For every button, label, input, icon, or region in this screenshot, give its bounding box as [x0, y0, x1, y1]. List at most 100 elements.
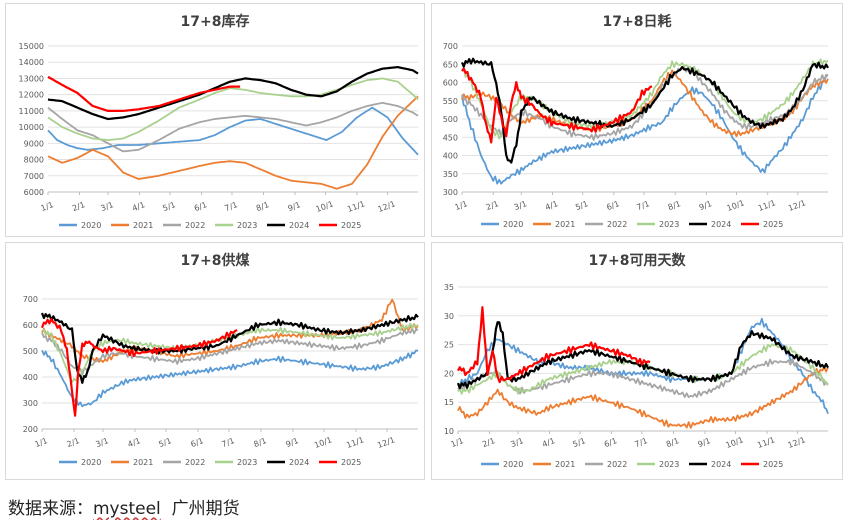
legend-label-2022: 2022: [185, 458, 205, 467]
legend-label-2020: 2020: [81, 458, 101, 467]
x-tick-label: 5/1: [158, 436, 173, 449]
legend-label-2022: 2022: [185, 221, 205, 230]
series-line-2022: [41, 327, 419, 376]
daily-consumption-chart: 17+8日耗 300 350 400 450 500 550 600 650 700 1/1 2/1 3…: [431, 3, 843, 237]
x-tick-label: 11/1: [345, 435, 365, 450]
x-tick-label: 10/1: [313, 435, 333, 450]
series-line-2024: [40, 312, 419, 384]
legend-label-2020: 2020: [503, 220, 523, 229]
x-tick-label: 3/1: [100, 200, 115, 213]
legend-label-2023: 2023: [237, 221, 257, 230]
x-tick-label: 2/1: [66, 436, 81, 449]
x-tick-label: 6/1: [603, 436, 618, 449]
chart-title: 17+8日耗: [603, 13, 672, 30]
y-tick-label: 300: [443, 188, 458, 197]
y-tick-label: 600: [443, 79, 458, 88]
y-tick-label: 700: [23, 295, 38, 304]
x-tick-label: 7/1: [634, 436, 649, 449]
series-line-2025: [40, 317, 238, 417]
legend-label-2021: 2021: [555, 220, 575, 229]
series-line-2020: [47, 106, 419, 156]
series-line-2025: [461, 67, 653, 144]
legend-label-2024: 2024: [711, 460, 731, 469]
legend-label-2025: 2025: [763, 220, 783, 229]
x-tick-label: 1/1: [450, 436, 465, 449]
x-tick-label: 3/1: [510, 436, 525, 449]
y-tick-label: 350: [443, 170, 458, 179]
x-tick-label: 2/1: [71, 200, 86, 213]
x-tick-label: 10/1: [725, 435, 745, 450]
y-tick-label: 14000: [19, 58, 44, 67]
x-tick-label: 8/1: [667, 199, 682, 212]
x-tick-label: 1/1: [34, 436, 49, 449]
x-tick-label: 4/1: [127, 436, 142, 449]
x-tick-label: 4/1: [131, 200, 146, 213]
x-tick-label: 12/1: [787, 435, 807, 450]
source-label: 数据来源：: [8, 499, 93, 519]
x-tick-label: 2/1: [485, 199, 500, 212]
y-tick-label: 400: [443, 152, 458, 161]
y-tick-label: 15: [444, 398, 454, 407]
x-tick-label: 1/1: [40, 200, 55, 213]
x-tick-label: 6/1: [605, 199, 620, 212]
legend-label-2021: 2021: [133, 221, 153, 230]
coal-supply-chart: 17+8供煤 200 300 400 500 600 700 1/1 2/1 3/1 4/1 5/1 6…: [5, 242, 425, 480]
series-line-2024: [47, 65, 419, 121]
series-line-2020: [41, 349, 419, 408]
legend-label-2024: 2024: [289, 458, 309, 467]
y-tick-label: 9000: [24, 139, 44, 148]
legend-label-2023: 2023: [659, 220, 679, 229]
x-tick-label: 7/1: [221, 436, 236, 449]
legend-label-2020: 2020: [503, 460, 523, 469]
x-tick-label: 6/1: [193, 200, 208, 213]
y-tick-label: 650: [443, 60, 458, 69]
x-tick-label: 2/1: [481, 436, 496, 449]
x-tick-label: 5/1: [572, 436, 587, 449]
y-tick-label: 600: [23, 321, 38, 330]
x-tick-label: 12/1: [787, 198, 807, 213]
y-tick-label: 6000: [24, 188, 44, 197]
x-tick-label: 5/1: [574, 199, 589, 212]
legend-label-2021: 2021: [555, 460, 575, 469]
y-tick-label: 700: [443, 42, 458, 51]
y-tick-label: 10: [444, 427, 454, 436]
y-tick-label: 30: [444, 312, 454, 321]
x-tick-label: 9/1: [287, 200, 302, 213]
x-tick-label: 9/1: [698, 199, 713, 212]
x-tick-label: 3/1: [513, 199, 528, 212]
coal-supply-chart-svg: 17+8供煤 200 300 400 500 600 700 1/1 2/1 3/1 4/1 5/1 6…: [23, 252, 419, 467]
chart-title: 17+8供煤: [181, 252, 251, 269]
series-line-2020: [461, 74, 829, 185]
x-tick-label: 4/1: [541, 436, 556, 449]
y-tick-label: 200: [23, 425, 38, 434]
legend-label-2024: 2024: [289, 221, 309, 230]
y-tick-label: 35: [444, 283, 454, 292]
y-tick-label: 15000: [19, 42, 44, 51]
x-tick-label: 10/1: [315, 199, 335, 214]
x-tick-label: 10/1: [726, 198, 746, 213]
x-tick-label: 11/1: [757, 198, 777, 213]
chart-title: 17+8可用天数: [589, 252, 687, 269]
source-note: 数据来源：mysteel 广州期货: [8, 494, 240, 519]
y-tick-label: 550: [443, 97, 458, 106]
legend-label-2023: 2023: [659, 460, 679, 469]
legend-label-2025: 2025: [341, 221, 361, 230]
series-line-2023: [47, 77, 419, 142]
y-tick-label: 500: [23, 347, 38, 356]
series-line-2025: [47, 75, 241, 113]
legend-label-2022: 2022: [607, 220, 627, 229]
legend-label-2025: 2025: [341, 458, 361, 467]
legend-label-2023: 2023: [237, 458, 257, 467]
y-tick-label: 8000: [24, 156, 44, 165]
x-tick-label: 1/1: [454, 199, 469, 212]
legend-label-2025: 2025: [763, 460, 783, 469]
source-org: 广州期货: [171, 499, 240, 519]
legend-label-2024: 2024: [711, 220, 731, 229]
series-line-2024: [460, 57, 829, 164]
y-tick-label: 400: [23, 373, 38, 382]
chart-title: 17+8库存: [181, 13, 250, 30]
x-tick-label: 9/1: [285, 436, 300, 449]
x-tick-label: 6/1: [190, 436, 205, 449]
legend-label-2021: 2021: [133, 458, 153, 467]
series-line-2023: [461, 58, 829, 140]
